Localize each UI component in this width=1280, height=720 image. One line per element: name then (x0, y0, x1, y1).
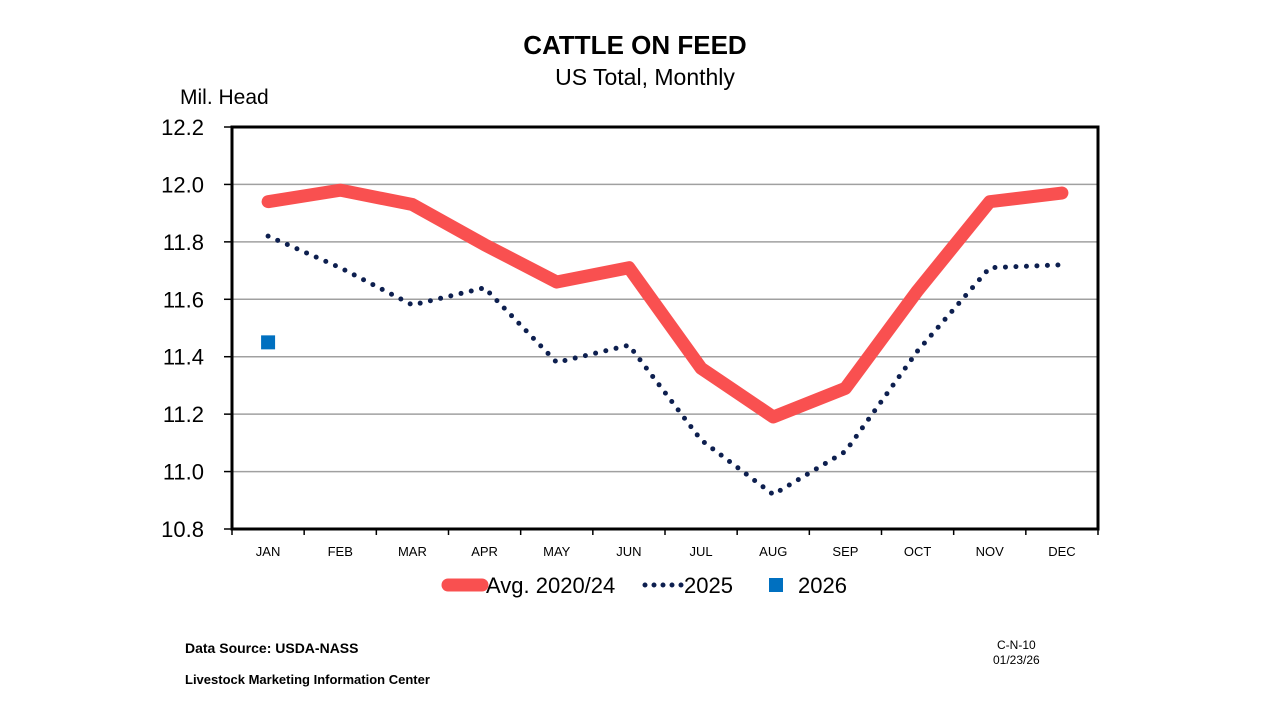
legend-swatch-2026 (769, 578, 783, 592)
y-tick-label: 11.6 (163, 287, 204, 312)
x-tick-label: JUL (690, 544, 713, 559)
data-point-2026 (261, 335, 276, 350)
x-tick-label: MAY (543, 544, 571, 559)
chart-title: CATTLE ON FEED (523, 30, 747, 60)
legend-label-2026: 2026 (798, 573, 847, 598)
y-tick-label: 12.2 (161, 115, 204, 140)
x-tick-label: AUG (759, 544, 787, 559)
y-tick-label: 11.0 (163, 460, 204, 485)
x-tick-label: NOV (976, 544, 1005, 559)
y-tick-label: 11.2 (163, 402, 204, 427)
series-line-Avg. 2020/24 (261, 183, 1069, 424)
series-line-2025 (265, 233, 1065, 498)
x-tick-label: OCT (904, 544, 932, 559)
x-tick-label: FEB (328, 544, 353, 559)
y-tick-label: 11.8 (163, 230, 204, 255)
legend-label-avg: Avg. 2020/24 (486, 573, 615, 598)
data-source: Data Source: USDA-NASS (185, 640, 359, 656)
x-tick-label: MAR (398, 544, 427, 559)
y-tick-label: 12.0 (161, 172, 204, 197)
plot-frame (230, 125, 1100, 531)
chart-date: 01/23/26 (993, 653, 1040, 667)
chart-code: C-N-10 01/23/26 (993, 638, 1040, 668)
chart-id: C-N-10 (997, 638, 1036, 652)
y-axis-label: Mil. Head (180, 86, 269, 109)
x-tick-label: APR (471, 544, 498, 559)
y-tick-label: 11.4 (163, 345, 204, 370)
chart-subtitle: US Total, Monthly (555, 64, 735, 90)
x-tick-label: SEP (832, 544, 858, 559)
legend-label-2025: 2025 (684, 573, 733, 598)
organization: Livestock Marketing Information Center (185, 672, 430, 687)
x-tick-label: JUN (616, 544, 641, 559)
x-tick-label: JAN (256, 544, 281, 559)
y-tick-label: 10.8 (161, 517, 204, 542)
x-tick-label: DEC (1048, 544, 1075, 559)
